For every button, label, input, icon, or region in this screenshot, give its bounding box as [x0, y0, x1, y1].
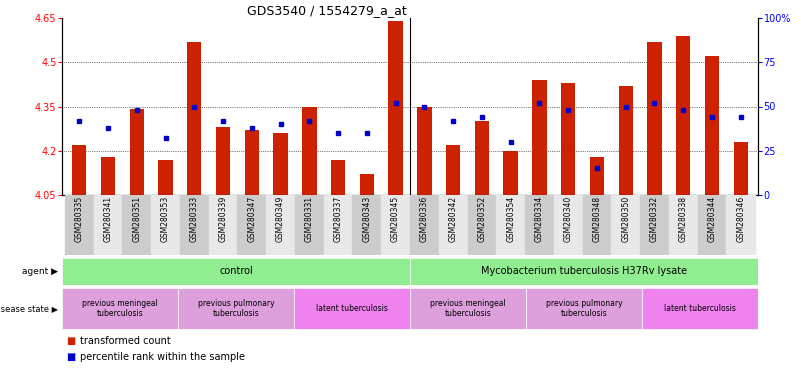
Bar	[352, 195, 381, 255]
Text: latent tuberculosis: latent tuberculosis	[316, 304, 388, 313]
Bar	[159, 160, 173, 195]
Text: previous meningeal
tuberculosis: previous meningeal tuberculosis	[430, 299, 506, 318]
Bar	[525, 195, 553, 255]
Bar	[582, 195, 611, 255]
Text: GSM280339: GSM280339	[219, 196, 227, 242]
Bar	[244, 130, 259, 195]
Text: transformed count: transformed count	[80, 336, 171, 346]
Bar	[62, 288, 178, 329]
Bar	[62, 258, 410, 285]
Text: ■: ■	[66, 336, 75, 346]
Bar	[331, 160, 345, 195]
Bar	[590, 157, 604, 195]
Bar	[187, 41, 202, 195]
Bar	[611, 195, 640, 255]
Bar	[294, 288, 410, 329]
Bar	[727, 195, 755, 255]
Text: disease state ▶: disease state ▶	[0, 304, 58, 313]
Text: previous pulmonary
tuberculosis: previous pulmonary tuberculosis	[545, 299, 622, 318]
Bar	[642, 288, 758, 329]
Bar	[439, 195, 468, 255]
Bar	[553, 195, 582, 255]
Bar	[475, 121, 489, 195]
Text: GSM280351: GSM280351	[132, 196, 141, 242]
Text: previous pulmonary
tuberculosis: previous pulmonary tuberculosis	[198, 299, 274, 318]
Text: percentile rank within the sample: percentile rank within the sample	[80, 352, 245, 362]
Text: GSM280344: GSM280344	[707, 196, 716, 242]
Bar	[734, 142, 748, 195]
Bar	[295, 195, 324, 255]
Text: Mycobacterium tuberculosis H37Rv lysate: Mycobacterium tuberculosis H37Rv lysate	[481, 266, 687, 276]
Bar	[180, 195, 209, 255]
Bar	[237, 195, 266, 255]
Bar	[532, 80, 546, 195]
Bar	[130, 109, 144, 195]
Bar	[381, 195, 410, 255]
Bar	[151, 195, 180, 255]
Bar	[417, 106, 432, 195]
Text: GSM280352: GSM280352	[477, 196, 486, 242]
Text: ■: ■	[66, 352, 75, 362]
Bar	[468, 195, 497, 255]
Bar	[388, 21, 403, 195]
Text: GSM280349: GSM280349	[276, 196, 285, 242]
Bar	[526, 288, 642, 329]
Bar	[640, 195, 669, 255]
Bar	[561, 83, 575, 195]
Text: GDS3540 / 1554279_a_at: GDS3540 / 1554279_a_at	[247, 4, 406, 17]
Bar	[676, 36, 690, 195]
Bar	[209, 195, 237, 255]
Bar	[215, 127, 230, 195]
Bar	[698, 195, 727, 255]
Text: GSM280345: GSM280345	[391, 196, 400, 242]
Bar	[705, 56, 719, 195]
Bar	[65, 195, 94, 255]
Text: GSM280336: GSM280336	[420, 196, 429, 242]
Text: GSM280342: GSM280342	[449, 196, 457, 242]
Text: GSM280332: GSM280332	[650, 196, 659, 242]
Bar	[410, 195, 439, 255]
Bar	[72, 145, 87, 195]
Text: GSM280346: GSM280346	[736, 196, 745, 242]
Text: GSM280341: GSM280341	[103, 196, 112, 242]
Text: GSM280337: GSM280337	[333, 196, 343, 242]
Bar	[324, 195, 352, 255]
Text: GSM280353: GSM280353	[161, 196, 170, 242]
Bar	[302, 106, 316, 195]
Bar	[266, 195, 295, 255]
Bar	[497, 195, 525, 255]
Text: GSM280347: GSM280347	[248, 196, 256, 242]
Text: GSM280354: GSM280354	[506, 196, 515, 242]
Text: GSM280340: GSM280340	[564, 196, 573, 242]
Text: GSM280350: GSM280350	[622, 196, 630, 242]
Bar	[123, 195, 151, 255]
Bar	[669, 195, 698, 255]
Text: GSM280348: GSM280348	[593, 196, 602, 242]
Text: GSM280335: GSM280335	[74, 196, 84, 242]
Bar	[647, 41, 662, 195]
Text: GSM280333: GSM280333	[190, 196, 199, 242]
Bar	[410, 258, 758, 285]
Bar	[178, 288, 294, 329]
Bar	[410, 288, 526, 329]
Bar	[446, 145, 461, 195]
Bar	[273, 133, 288, 195]
Bar	[618, 86, 633, 195]
Text: GSM280331: GSM280331	[305, 196, 314, 242]
Text: GSM280343: GSM280343	[362, 196, 372, 242]
Bar	[94, 195, 123, 255]
Bar	[360, 174, 374, 195]
Text: agent ▶: agent ▶	[22, 267, 58, 276]
Text: control: control	[219, 266, 253, 276]
Text: latent tuberculosis: latent tuberculosis	[664, 304, 736, 313]
Text: GSM280338: GSM280338	[678, 196, 688, 242]
Bar	[504, 151, 518, 195]
Text: GSM280334: GSM280334	[535, 196, 544, 242]
Text: previous meningeal
tuberculosis: previous meningeal tuberculosis	[83, 299, 158, 318]
Bar	[101, 157, 115, 195]
